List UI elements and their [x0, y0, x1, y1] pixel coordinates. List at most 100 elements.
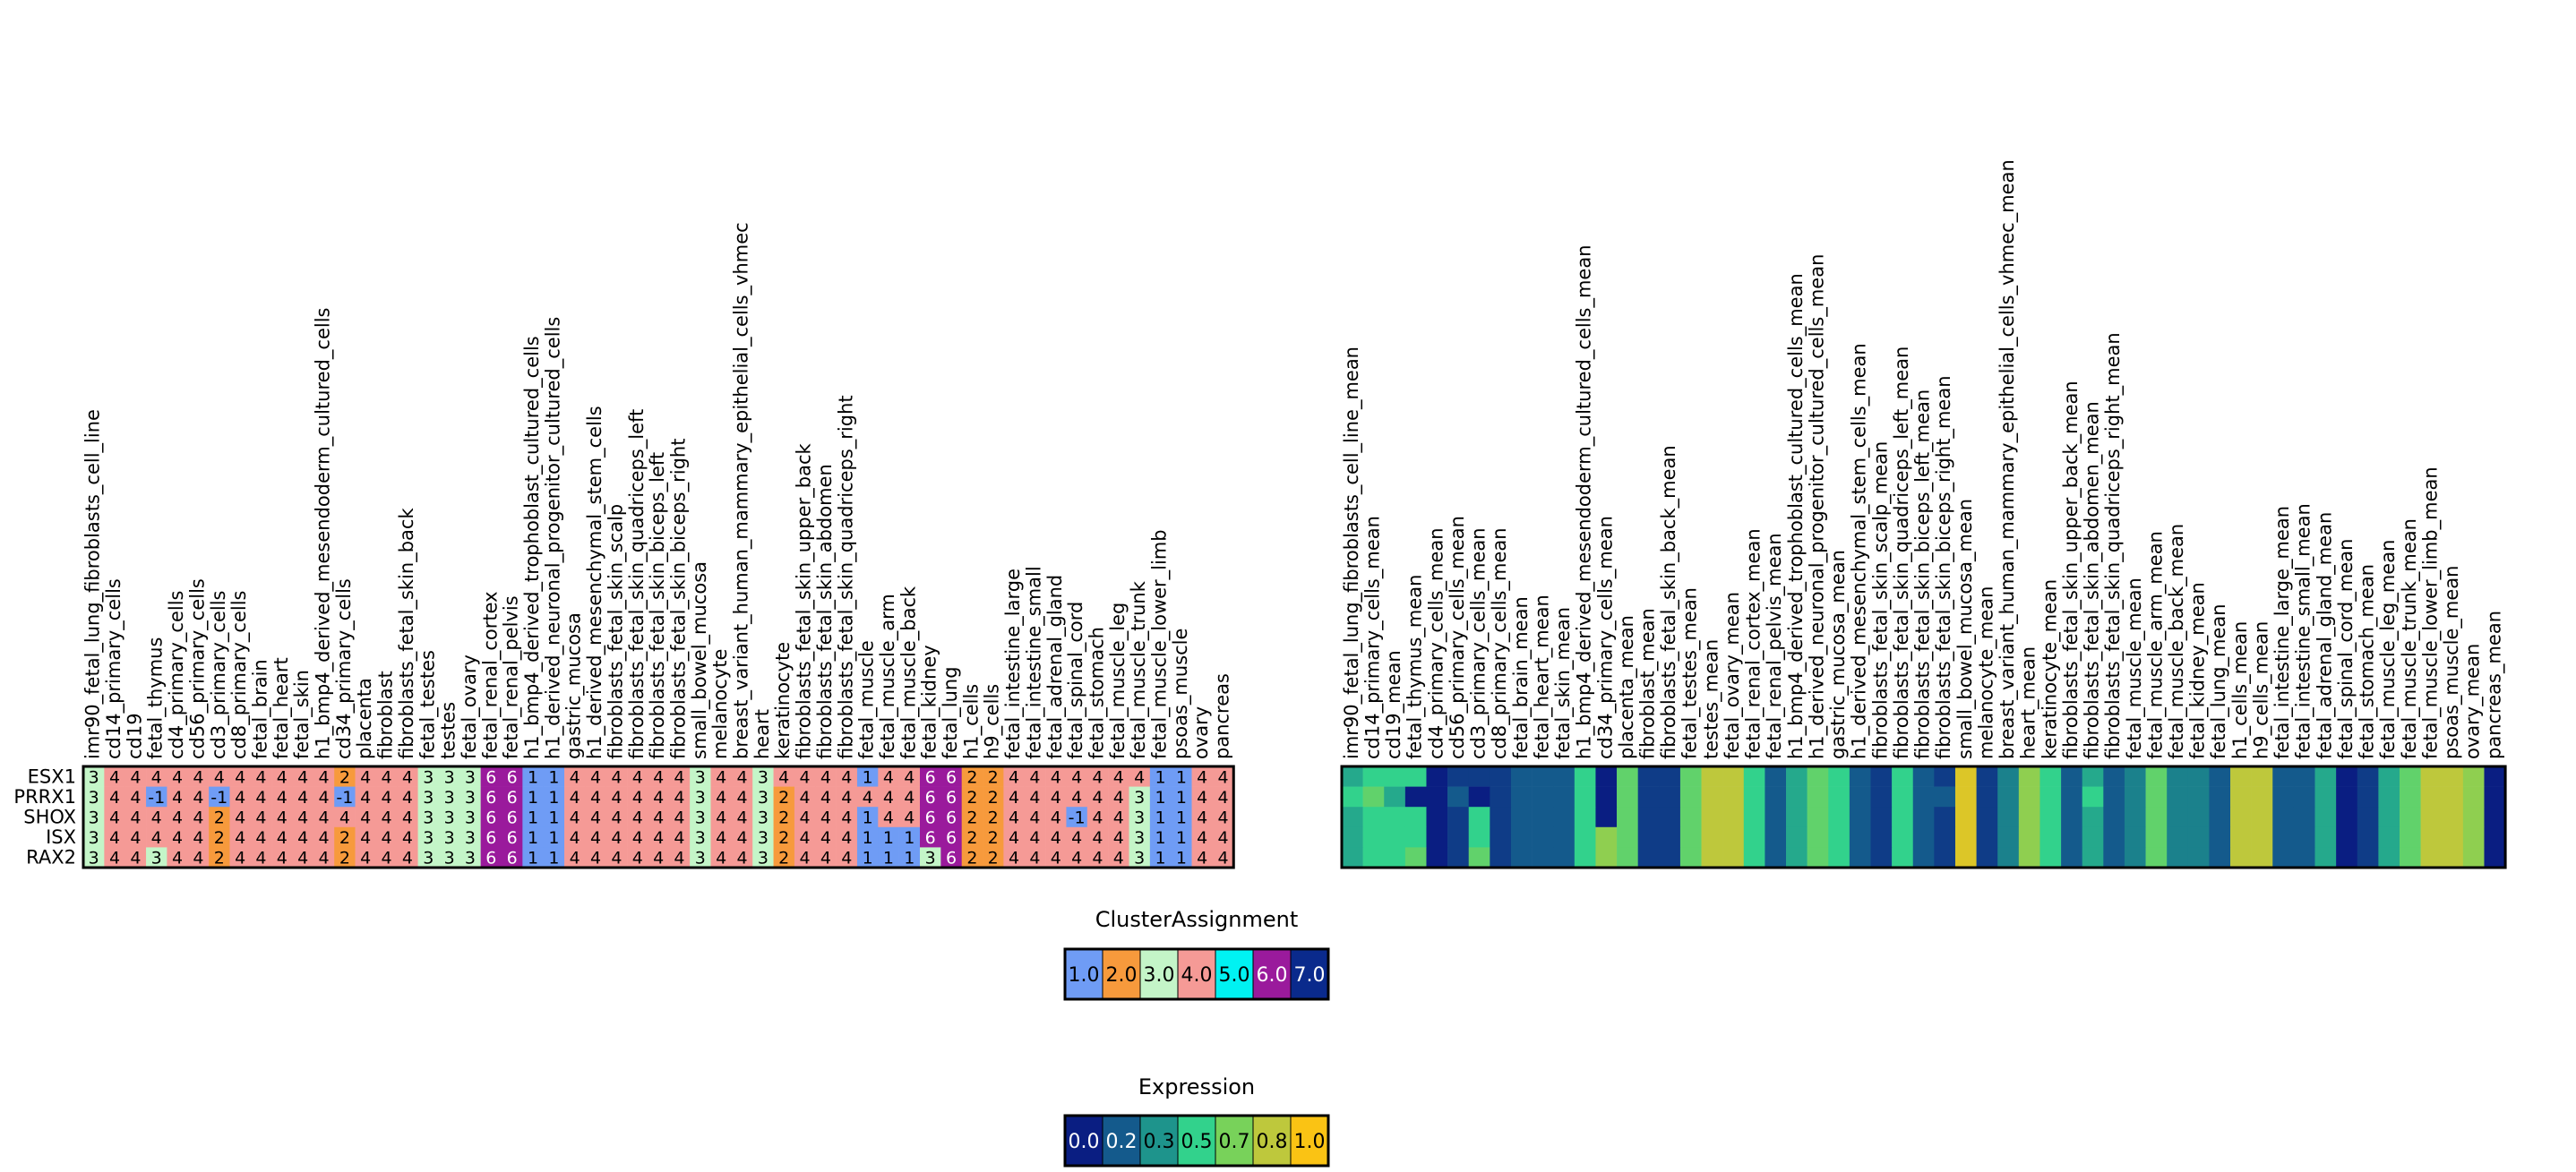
cluster-cell: [292, 826, 314, 848]
expression-cell: [1490, 807, 1512, 828]
cluster-column-label: fetal_muscle_lower_limb: [1149, 529, 1172, 759]
expression-column-label: h1_cells_mean: [2229, 621, 2252, 759]
cluster-cell: [417, 847, 440, 868]
cluster-cell: [794, 826, 816, 848]
cluster-cell: [375, 766, 398, 787]
expression-cell: [1976, 826, 1998, 848]
cluster-cell-value: 4: [1218, 808, 1229, 828]
cluster-cell-value: 4: [1113, 788, 1124, 808]
expression-cell: [1934, 766, 1956, 787]
cluster-cell: [104, 807, 125, 828]
cluster-column-label: fibroblasts_fetal_skin_quadriceps_left: [626, 409, 648, 759]
cluster-cell-value: 4: [402, 788, 413, 808]
expression-cell: [2442, 786, 2464, 808]
expression-column-label: fetal_muscle_leg_mean: [2377, 540, 2400, 759]
expression-cell: [1892, 786, 1914, 808]
expression-column-label: testes_mean: [1700, 639, 1722, 759]
cluster-cell-value: 4: [590, 767, 601, 787]
cluster-cell: [920, 826, 941, 848]
cluster-cell: [1045, 807, 1067, 828]
cluster-cell: [397, 847, 418, 868]
expression-cell: [1404, 766, 1427, 787]
expression-cell: [2293, 847, 2315, 868]
expression-cell: [2018, 847, 2040, 868]
cluster-cell-value: 4: [318, 828, 329, 848]
cluster-cell-value: 4: [130, 849, 141, 868]
cluster-cell: [1171, 786, 1192, 808]
cluster-cell: [187, 826, 210, 848]
cluster-cell: [271, 766, 293, 787]
expression-cell: [2124, 847, 2146, 868]
expression-cell: [1912, 826, 1935, 848]
cluster-cell-value: 4: [1029, 808, 1040, 828]
expression-cell: [1637, 807, 1660, 828]
cluster-cell-value: 4: [653, 788, 664, 808]
expression-cell: [2061, 826, 2082, 848]
cluster-cell: [773, 766, 795, 787]
expression-cell: [1743, 807, 1765, 828]
expression-cell: [1426, 766, 1448, 787]
cluster-cell: [752, 826, 774, 848]
cluster-cell-value: 4: [172, 849, 183, 868]
expression-cell: [2251, 786, 2273, 808]
cluster-cell-value: 6: [507, 828, 518, 848]
cluster-cell: [355, 786, 377, 808]
expression-column-label: fetal_renal_pelvis_mean: [1764, 533, 1786, 759]
expression-cell: [1786, 766, 1807, 787]
cluster-cell-value: 4: [109, 849, 120, 868]
expression-column-label: fetal_muscle_mean: [2124, 577, 2146, 759]
cluster-column-label: imr90_fetal_lung_fibroblasts_cell_line: [82, 409, 105, 759]
expression-cell: [2082, 826, 2104, 848]
cluster-cell: [878, 847, 899, 868]
cluster-cell-value: 4: [736, 828, 747, 848]
expression-cell: [1574, 786, 1596, 808]
cluster-cell: [731, 786, 753, 808]
cluster-cell: [375, 786, 398, 808]
cluster-cell-value: 4: [1051, 808, 1061, 828]
expression-column-label: small_bowel_mucosa_mean: [1954, 499, 1977, 759]
expression-cell: [2209, 766, 2231, 787]
cluster-cell: [752, 807, 774, 828]
cluster-column-label: fetal_intestine_large: [1002, 569, 1025, 759]
cluster-column-label: fetal_adrenal_gland: [1044, 575, 1067, 759]
expression-cell: [1997, 786, 2020, 808]
cluster-cell-value: 2: [778, 849, 789, 868]
expression-column-label: cd8_primary_cells_mean: [1489, 527, 1511, 759]
expression-cell: [1743, 826, 1765, 848]
cluster-cell: [397, 786, 418, 808]
expression-cell: [1447, 826, 1470, 848]
cluster-cell: [334, 826, 356, 848]
expression-cell: [1490, 766, 1512, 787]
expression-cell: [1659, 807, 1681, 828]
expression-cell: [1553, 826, 1576, 848]
cluster-cell-value: 6: [946, 788, 957, 808]
cluster-cell: [250, 786, 272, 808]
cluster-cell: [627, 786, 648, 808]
cluster-cell-value: 1: [904, 849, 914, 868]
cluster-cell-value: 4: [800, 828, 811, 848]
expression-cell: [2462, 766, 2485, 787]
cluster-cell: [585, 847, 607, 868]
cluster-cell-value: 4: [653, 767, 664, 787]
cluster-cell: [1129, 847, 1151, 868]
cluster-cell-value: 4: [1113, 849, 1124, 868]
cluster-cell-value: 2: [214, 828, 225, 848]
expression-cell: [2357, 786, 2379, 808]
cluster-cell: [815, 826, 837, 848]
cluster-cell: [522, 826, 544, 848]
expression-cell: [1659, 826, 1681, 848]
expression-cell: [2357, 826, 2379, 848]
cluster-column-label: fetal_muscle_back: [897, 586, 920, 759]
cluster-cell-value: 4: [736, 849, 747, 868]
cluster-cell: [668, 766, 691, 787]
cluster-cell: [773, 847, 795, 868]
cluster-cell-value: 6: [946, 767, 957, 787]
cluster-cell: [856, 807, 879, 828]
expression-cell: [1976, 766, 1998, 787]
cluster-cell-value: 3: [695, 808, 706, 828]
expression-cell: [1595, 826, 1618, 848]
expression-cell: [1870, 786, 1893, 808]
cluster-cell-value: 3: [758, 767, 769, 787]
cluster-cell: [543, 826, 565, 848]
cluster-cell: [271, 786, 293, 808]
